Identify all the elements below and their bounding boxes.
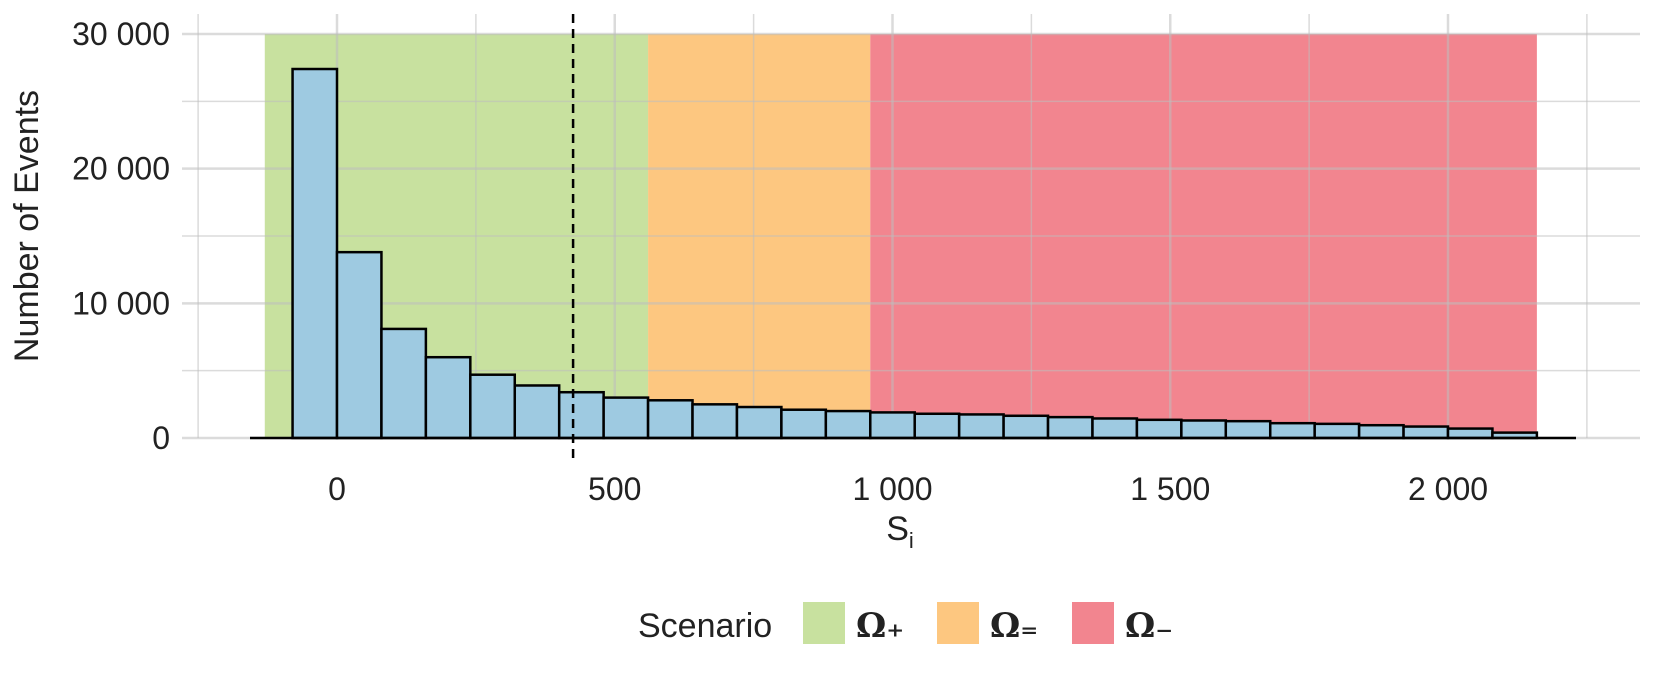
histogram-bar-8 [602,396,650,440]
histogram-bar-13 [824,409,872,440]
y-tick-labels: 0 10 000 20 000 30 000 [72,16,170,456]
histogram-bar-2 [335,250,383,440]
legend-title: Scenario [638,607,772,645]
legend-key-3 [1072,602,1114,644]
x-tick-label: 2 000 [1408,471,1488,507]
histogram-bar-27 [1446,427,1494,440]
x-tick-label: 1 500 [1130,471,1210,507]
x-axis-title-main: S [886,510,909,548]
histogram-bar-12 [780,408,828,440]
histogram-bar-24 [1313,422,1361,440]
y-tick-label: 10 000 [72,285,170,321]
histogram-bar-6 [513,384,561,440]
legend-label-2: Ω₌ [990,606,1038,646]
x-axis-title-subscript: i [909,528,914,553]
histogram-bar-14 [869,411,916,440]
histogram-bar-21 [1180,419,1228,440]
histogram-bar-1 [291,67,339,440]
x-tick-label: 1 000 [852,471,932,507]
histogram-bar-11 [735,405,783,440]
legend: Scenario Ω₊ Ω₌ Ω₋ [638,602,1173,646]
histogram-bar-9 [646,399,694,440]
histogram-bar-17 [1002,414,1050,440]
histogram-bar-7 [557,390,605,440]
histogram-bar-18 [1046,415,1094,440]
legend-key-1 [803,602,845,644]
legend-label-3: Ω₋ [1125,606,1173,646]
histogram-bar-15 [913,412,961,440]
histogram-bar-20 [1135,418,1183,440]
legend-items: Ω₊ Ω₌ Ω₋ [803,602,1173,646]
histogram-bar-10 [691,403,739,440]
histogram-bar-25 [1357,423,1405,440]
legend-label-1: Ω₊ [856,606,904,646]
histogram-bar-26 [1402,425,1450,440]
y-tick-label: 30 000 [72,16,170,52]
histogram-bar-19 [1091,417,1139,440]
x-tick-labels: 0 500 1 000 1 500 2 000 [328,471,1488,507]
histogram-bar-3 [380,327,428,440]
x-tick-label: 500 [588,471,641,507]
histogram-bar-4 [424,355,472,440]
histogram-bar-23 [1268,421,1316,440]
y-axis-title: Number of Events [8,90,46,362]
bars-layer [291,67,1539,440]
histogram-bar-5 [469,373,517,440]
y-tick-label: 0 [152,420,170,456]
x-axis-title: Si [886,510,914,553]
y-tick-label: 20 000 [72,151,170,187]
histogram-bar-22 [1224,419,1272,440]
legend-key-2 [937,602,979,644]
x-tick-label: 0 [328,471,346,507]
histogram-bar-16 [957,413,1005,440]
